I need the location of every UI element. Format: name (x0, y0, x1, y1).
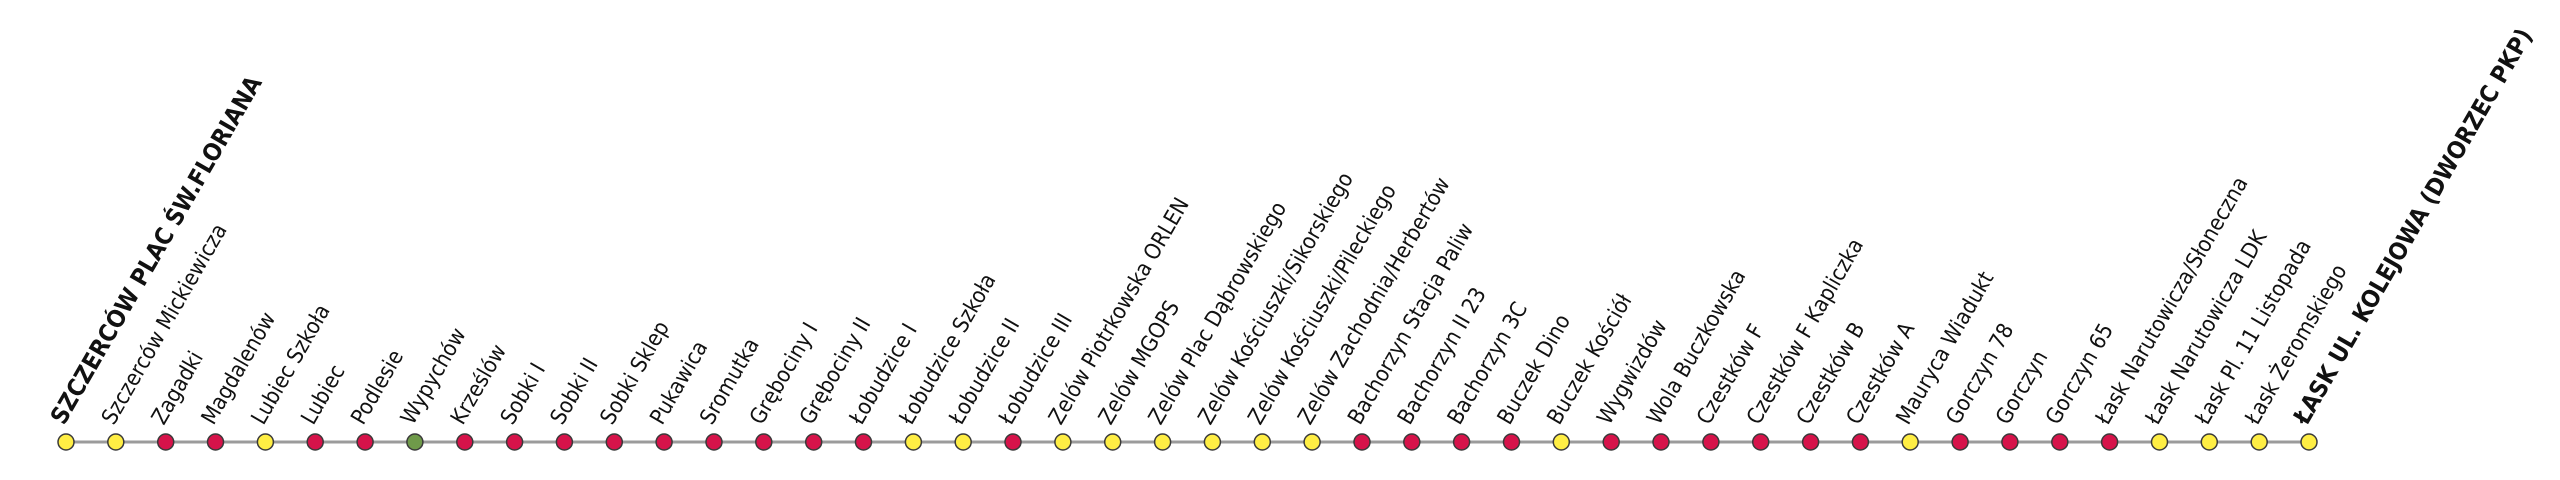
stop-marker (1951, 433, 1969, 451)
stop: Lubiec (297, 361, 351, 451)
stop-marker (954, 433, 972, 451)
stop-marker (206, 433, 225, 451)
stop-marker (356, 433, 374, 451)
stop-marker (605, 433, 624, 451)
stop-marker (1552, 433, 1571, 451)
stop-marker (1253, 433, 1272, 451)
stop-label: Lubiec (297, 361, 351, 429)
terminal-stop-label: ŁASK UL. KOLEJOWA (DWORZEC PKP) (2287, 24, 2538, 430)
stop-marker (904, 433, 923, 451)
stop-marker (1452, 433, 1471, 451)
stop-marker (1153, 433, 1172, 451)
stop-marker (1702, 433, 1720, 451)
stop: Sobki II (546, 354, 604, 451)
stop-marker (2200, 433, 2219, 451)
stop: ŁASK UL. KOLEJOWA (DWORZEC PKP) (2287, 24, 2538, 451)
stop-marker (1801, 433, 1820, 451)
stop: Gorczyn 65 (2041, 319, 2119, 451)
stop-marker (555, 433, 574, 451)
stop-label: Sobki II (546, 354, 604, 429)
stop-marker (2250, 433, 2268, 451)
stop-marker (854, 433, 873, 451)
stop-marker (1203, 433, 1222, 451)
stop-marker (1851, 433, 1870, 451)
stop: Sobki I (496, 359, 551, 451)
stop: Grębociny I (745, 319, 824, 451)
stop: Wypychów (396, 324, 472, 451)
stop-marker (406, 433, 424, 451)
stop-marker (705, 433, 723, 451)
stop-marker (2300, 433, 2318, 451)
stop-marker (1403, 433, 1421, 451)
stop-marker (1652, 433, 1670, 451)
stop: Podlesie (347, 346, 409, 451)
stop-marker (655, 433, 673, 451)
stop-marker (2051, 433, 2069, 451)
stop-marker (1602, 433, 1620, 451)
stop-marker (505, 433, 524, 451)
stop-marker (57, 433, 75, 451)
stop-marker (1103, 433, 1122, 451)
stop-marker (107, 433, 125, 451)
stop-marker (1751, 433, 1770, 451)
stop-marker (804, 433, 823, 451)
stop-marker (1901, 433, 1919, 451)
stop-marker (1353, 433, 1371, 451)
stop-marker (2100, 433, 2119, 451)
stop: Sobki Sklep (596, 317, 675, 451)
stop-marker (456, 433, 474, 451)
stop-marker (1004, 433, 1022, 451)
stop-marker (2001, 433, 2019, 451)
stop-marker (2150, 433, 2169, 451)
stop-marker (755, 433, 773, 451)
stop-marker (156, 433, 175, 451)
stop-marker (1502, 433, 1521, 451)
stop-marker (256, 433, 275, 451)
stop-marker (306, 433, 324, 451)
stop-label: Sobki I (496, 359, 551, 429)
stop-marker (1054, 433, 1072, 451)
stop-marker (1303, 433, 1321, 451)
